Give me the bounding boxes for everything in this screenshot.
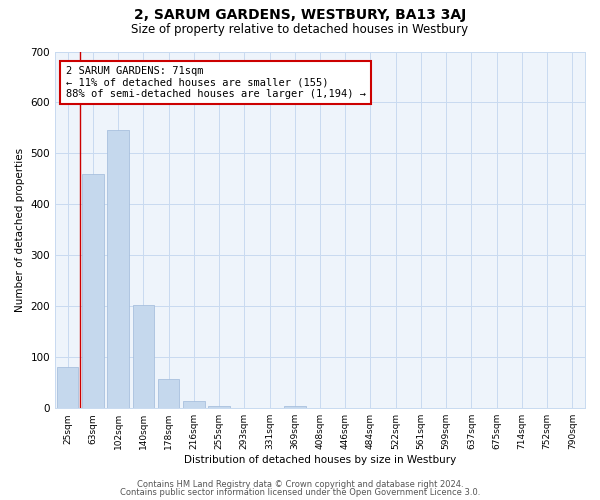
Bar [82,174,104,408]
Text: Contains public sector information licensed under the Open Government Licence 3.: Contains public sector information licen… [120,488,480,497]
Text: 2, SARUM GARDENS, WESTBURY, BA13 3AJ: 2, SARUM GARDENS, WESTBURY, BA13 3AJ [134,8,466,22]
Bar [284,406,305,408]
Bar [183,401,205,408]
Text: Contains HM Land Registry data © Crown copyright and database right 2024.: Contains HM Land Registry data © Crown c… [137,480,463,489]
Bar [133,306,154,408]
Y-axis label: Number of detached properties: Number of detached properties [15,148,25,312]
X-axis label: Distribution of detached houses by size in Westbury: Distribution of detached houses by size … [184,455,456,465]
Text: Size of property relative to detached houses in Westbury: Size of property relative to detached ho… [131,22,469,36]
Text: 2 SARUM GARDENS: 71sqm
← 11% of detached houses are smaller (155)
88% of semi-de: 2 SARUM GARDENS: 71sqm ← 11% of detached… [65,66,365,99]
Bar [158,379,179,408]
Bar [57,368,79,408]
Bar [107,130,129,408]
Bar [208,406,230,408]
